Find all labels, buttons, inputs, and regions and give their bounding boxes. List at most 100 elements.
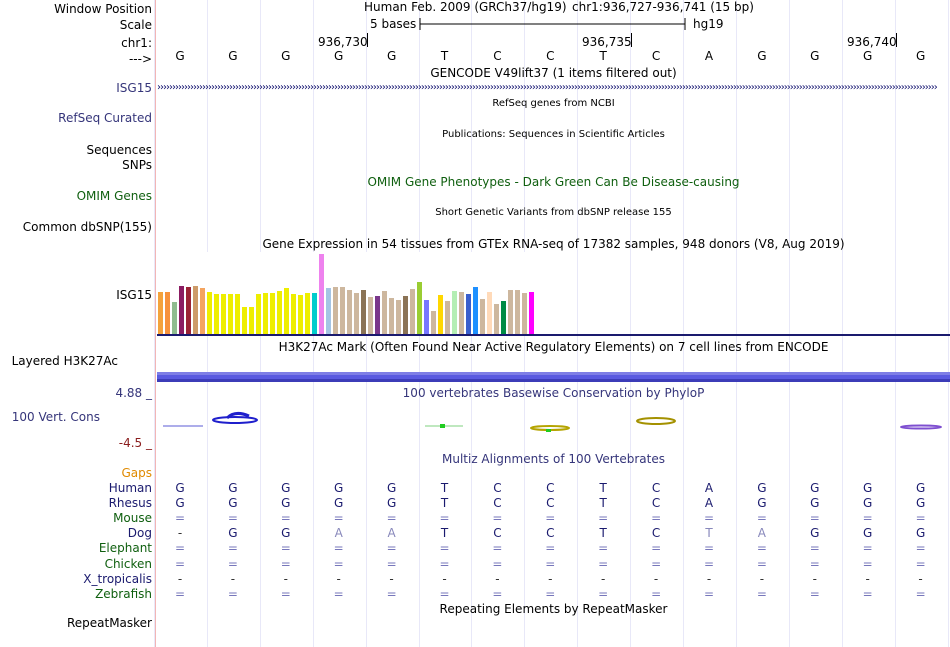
label-cons-min: -4.5 _ (118, 436, 152, 450)
gtex-tissue-bar[interactable] (403, 296, 408, 334)
alignment-base: - (653, 571, 659, 586)
sequence-base: C (546, 49, 555, 63)
gtex-tissue-bar[interactable] (466, 294, 471, 334)
refseq-track-title: RefSeq genes from NCBI (492, 98, 615, 109)
gtex-tissue-bar[interactable] (235, 294, 240, 334)
alignment-base: - (548, 571, 553, 586)
gtex-tissue-bar[interactable] (354, 293, 359, 334)
gtex-tissue-bar[interactable] (291, 294, 296, 334)
gtex-tissue-bar[interactable] (298, 295, 303, 334)
label-layered-h3k27ac[interactable]: Layered H3K27Ac (11, 354, 118, 368)
label-isg15-gencode[interactable]: ISG15 (116, 81, 152, 95)
gtex-tissue-bar[interactable] (431, 311, 436, 334)
gtex-tissue-bar[interactable] (389, 298, 394, 334)
gtex-tissue-bar[interactable] (263, 293, 268, 334)
alignment-base: T (440, 481, 449, 495)
tick-mark-3 (896, 33, 897, 47)
gtex-tissue-bar[interactable] (368, 297, 373, 334)
gtex-tissue-bar[interactable] (214, 294, 219, 334)
gtex-tissue-bar[interactable] (165, 292, 170, 334)
sequence-base: G (386, 49, 397, 63)
alignment-base: = (280, 586, 291, 601)
label-sequences[interactable]: Sequences (86, 143, 152, 157)
alignment-base: G (757, 496, 767, 511)
gtex-tissue-bar[interactable] (270, 293, 275, 334)
label-omim-genes[interactable]: OMIM Genes (76, 189, 152, 203)
gtex-tissue-bar[interactable] (277, 291, 282, 334)
gtex-tissue-bar[interactable] (249, 307, 254, 334)
alignment-base: = (386, 541, 397, 556)
gtex-tissue-bar[interactable] (256, 294, 261, 334)
gtex-tissue-bar[interactable] (179, 286, 184, 334)
gtex-tissue-bar[interactable] (501, 301, 506, 334)
gtex-tissue-bar[interactable] (515, 290, 520, 334)
gtex-tissue-bar[interactable] (186, 287, 191, 334)
gtex-tissue-bar[interactable] (459, 292, 464, 334)
label-repeatmasker[interactable]: RepeatMasker (66, 616, 152, 630)
species-label-rhesus: Rhesus (108, 496, 152, 511)
alignment-base: G (810, 496, 820, 511)
label-snps[interactable]: SNPs (122, 158, 152, 172)
gtex-tissue-bar[interactable] (410, 289, 415, 334)
label-100-vert-cons[interactable]: 100 Vert. Cons (11, 410, 100, 424)
gtex-tissue-bar[interactable] (438, 295, 443, 334)
phylop-track-title: 100 vertebrates Basewise Conservation by… (402, 386, 705, 400)
gtex-tissue-bar[interactable] (529, 292, 534, 334)
gtex-tissue-bar[interactable] (361, 290, 366, 334)
gtex-tissue-bar[interactable] (424, 300, 429, 334)
label-isg15-gtex[interactable]: ISG15 (116, 288, 152, 302)
alignment-base: = (756, 511, 767, 526)
gtex-tissue-bar[interactable] (305, 293, 310, 334)
gtex-tissue-bar[interactable] (207, 292, 212, 334)
gtex-tissue-bar[interactable] (333, 287, 338, 334)
gtex-tissue-bar[interactable] (494, 304, 499, 334)
gtex-tissue-bar[interactable] (480, 299, 485, 334)
species-label-elephant: Elephant (98, 541, 152, 556)
label-gaps[interactable]: Gaps (121, 466, 152, 480)
label-refseq-curated[interactable]: RefSeq Curated (58, 111, 152, 125)
sequence-base: G (175, 49, 185, 63)
gtex-tissue-bar[interactable] (172, 302, 177, 334)
gtex-tissue-bar[interactable] (319, 254, 324, 334)
gtex-tissue-bar[interactable] (375, 296, 380, 334)
label-common-dbsnp[interactable]: Common dbSNP(155) (22, 220, 152, 234)
isg15-transcript-feature[interactable]: ››››››››››››››››››››››››››››››››››››››››… (157, 82, 938, 93)
gtex-tissue-bar[interactable] (508, 290, 513, 334)
gtex-tissue-bar[interactable] (487, 292, 492, 334)
alignment-base: - (177, 526, 183, 541)
alignment-base: G (863, 526, 873, 541)
gtex-tissue-bar[interactable] (340, 287, 345, 334)
gtex-tissue-bar[interactable] (158, 292, 163, 334)
gtex-tissue-bar[interactable] (221, 294, 226, 334)
gtex-tissue-bar[interactable] (242, 307, 247, 334)
sequence-base: G (281, 49, 291, 63)
gtex-bar-chart[interactable] (157, 252, 537, 334)
gtex-tissue-bar[interactable] (452, 291, 457, 334)
gtex-tissue-bar[interactable] (417, 282, 422, 334)
alignment-base: = (703, 556, 715, 571)
alignment-base: G (810, 481, 820, 495)
gtex-tissue-bar[interactable] (326, 288, 331, 334)
tick-label-2: 936,735 (582, 35, 632, 49)
phylop-conservation-graph[interactable] (157, 408, 950, 438)
gtex-tissue-bar[interactable] (473, 287, 478, 334)
alignment-base: = (651, 556, 662, 571)
alignment-base: T (599, 481, 607, 495)
gtex-tissue-bar[interactable] (396, 300, 401, 334)
species-label-human: Human (108, 481, 152, 495)
gtex-tissue-bar[interactable] (522, 293, 527, 334)
alignment-base: G (281, 481, 291, 495)
gtex-tissue-bar[interactable] (382, 291, 387, 334)
alignment-base: G (386, 496, 397, 511)
gtex-tissue-bar[interactable] (312, 293, 317, 334)
gtex-tissue-bar[interactable] (445, 301, 450, 334)
alignment-base: - (389, 571, 394, 586)
alignment-base: = (809, 541, 820, 556)
browser-image-area[interactable]: Human Feb. 2009 (GRCh37/hg19) chr1:936,7… (154, 0, 950, 647)
gtex-tissue-bar[interactable] (284, 288, 289, 334)
gtex-tissue-bar[interactable] (193, 286, 198, 334)
gtex-tissue-bar[interactable] (347, 290, 352, 334)
gtex-tissue-bar[interactable] (200, 288, 205, 334)
gtex-tissue-bar[interactable] (228, 294, 233, 334)
alignment-base: = (703, 511, 715, 526)
